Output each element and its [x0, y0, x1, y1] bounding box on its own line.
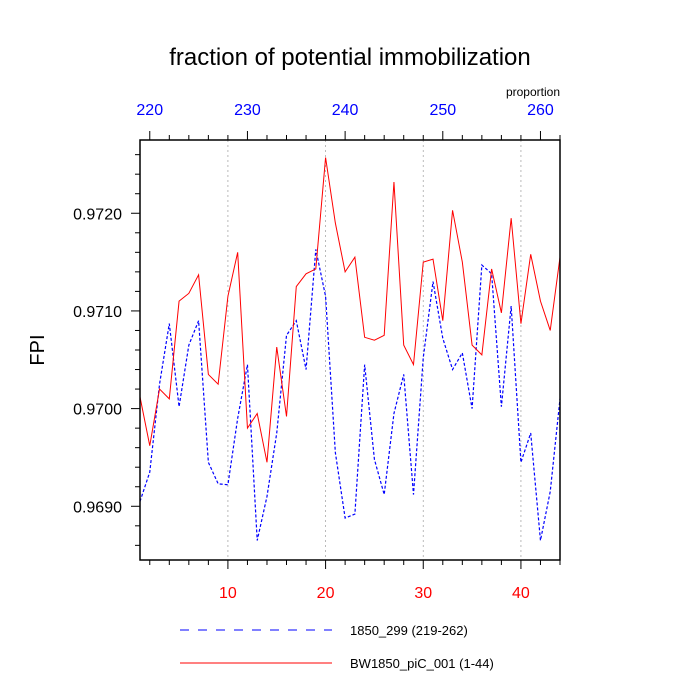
legend: 1850_299 (219-262) BW1850_piC_001 (1-44) — [180, 623, 494, 671]
tick-labels: 10 20 30 40 220 230 240 250 260 0.9690 0.9700 0.971… — [73, 102, 554, 602]
top-tick-label-260: 260 — [527, 102, 554, 119]
y-axis-label: FPI — [27, 334, 49, 365]
top-tick-label-220: 220 — [136, 102, 163, 119]
axis-ticks — [131, 131, 561, 569]
chart-title: fraction of potential immobilization — [169, 44, 531, 71]
left-tick-label-2: 0.9710 — [73, 304, 122, 321]
legend-label-1: BW1850_piC_001 (1-44) — [350, 656, 494, 671]
legend-label-0: 1850_299 (219-262) — [350, 623, 468, 638]
top-tick-label-250: 250 — [429, 102, 456, 119]
series-line-0 — [139, 249, 561, 541]
series-lines — [139, 157, 561, 541]
top-tick-label-240: 240 — [332, 102, 359, 119]
bottom-tick-label-10: 10 — [219, 585, 237, 602]
grid-lines — [227, 140, 522, 560]
bottom-tick-label-20: 20 — [317, 585, 335, 602]
top-tick-label-230: 230 — [234, 102, 261, 119]
bottom-tick-label-40: 40 — [512, 585, 530, 602]
left-tick-label-0: 0.9690 — [73, 499, 122, 516]
series-line-1 — [139, 157, 561, 463]
top-axis-label: proportion — [506, 85, 560, 99]
left-tick-label-1: 0.9700 — [73, 402, 122, 419]
bottom-tick-label-30: 30 — [414, 585, 432, 602]
left-tick-label-3: 0.9720 — [73, 206, 122, 223]
plot-frame — [139, 139, 561, 561]
